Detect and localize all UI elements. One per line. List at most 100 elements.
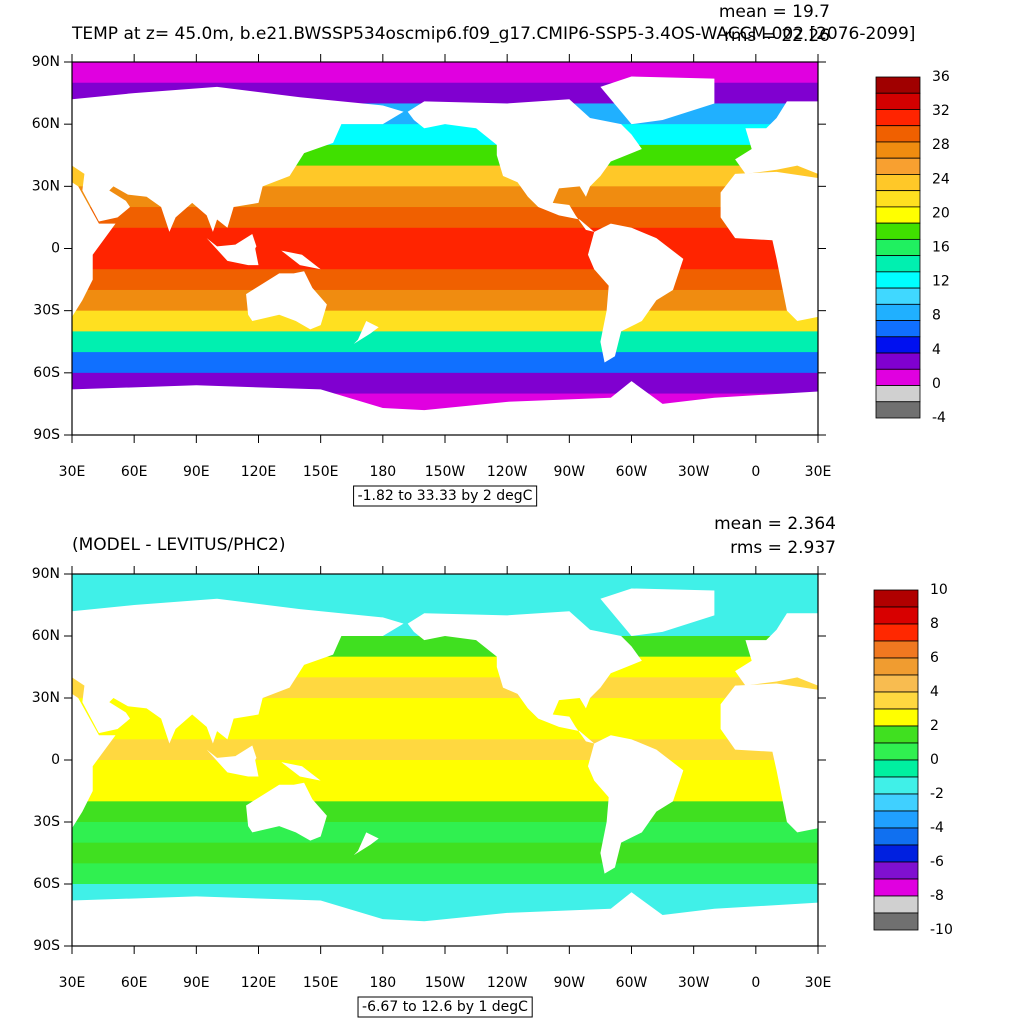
colorbar-box — [873, 691, 919, 710]
colorbar-label: 6 — [930, 650, 939, 666]
land — [235, 745, 257, 769]
contour-info: -1.82 to 33.33 by 2 degC — [358, 488, 533, 504]
colorbar-label: 32 — [932, 103, 950, 119]
field-band — [72, 760, 818, 782]
lon-tick-label: 90E — [183, 464, 210, 480]
land — [720, 171, 818, 322]
colorbar-box — [875, 141, 921, 159]
lon-tick-label: 0 — [751, 464, 760, 480]
colorbar-label: -4 — [930, 820, 944, 836]
colorbar-box — [873, 912, 919, 931]
field-band — [72, 718, 818, 740]
lat-tick-label: 90S — [33, 938, 60, 954]
colorbar-box — [873, 793, 919, 812]
colorbar-box — [873, 674, 919, 693]
colorbar-box — [875, 92, 921, 110]
field-band — [72, 780, 818, 802]
lon-tick-label: 90W — [553, 975, 585, 991]
colorbar-box — [873, 861, 919, 880]
colorbar-label: 2 — [930, 718, 939, 734]
colorbar-label: 16 — [932, 240, 950, 256]
land — [246, 271, 327, 330]
land — [72, 381, 818, 435]
colorbar-label: 4 — [932, 342, 941, 358]
colorbar-label: 0 — [932, 376, 941, 392]
field-band — [72, 269, 818, 291]
lat-tick-label: 30S — [33, 814, 60, 830]
lat-tick-label: 30N — [32, 178, 60, 194]
colorbar-box — [875, 222, 921, 240]
land — [600, 588, 715, 636]
land — [407, 99, 642, 232]
lon-tick-label: 120W — [487, 464, 528, 480]
colorbar-label: 12 — [932, 274, 950, 290]
land — [735, 101, 818, 174]
colorbar-box — [873, 589, 919, 608]
field-band — [72, 352, 818, 374]
lon-tick-label: 150W — [425, 975, 466, 991]
field-band — [72, 863, 818, 885]
colorbar-box — [873, 844, 919, 863]
colorbar-label: 4 — [930, 684, 939, 700]
lon-tick-label: 60E — [121, 975, 148, 991]
lat-tick-label: 0 — [51, 752, 60, 768]
rms-stat: rms = 2.937 — [730, 538, 836, 558]
land — [72, 598, 404, 744]
land — [735, 613, 818, 686]
land — [281, 762, 321, 781]
lon-tick-label: 180 — [369, 975, 396, 991]
lat-tick-label: 30S — [33, 303, 60, 319]
lon-tick-label: 30E — [805, 464, 832, 480]
lat-tick-label: 60S — [33, 876, 60, 892]
land — [587, 735, 684, 874]
field-band — [72, 801, 818, 823]
land — [587, 223, 684, 363]
lon-tick-label: 150W — [425, 464, 466, 480]
lon-tick-label: 30E — [805, 975, 832, 991]
colorbar-label: 24 — [932, 171, 950, 187]
colorbar-box — [873, 606, 919, 625]
colorbar-label: 28 — [932, 137, 950, 153]
colorbar-box — [875, 401, 921, 419]
lon-tick-label: 60W — [616, 975, 648, 991]
colorbar-box — [875, 303, 921, 321]
colorbar-label: -2 — [930, 786, 944, 802]
colorbar-box — [875, 174, 921, 192]
colorbar-label: -6 — [930, 854, 944, 870]
field-band — [72, 739, 818, 761]
lon-tick-label: 90W — [553, 464, 585, 480]
land — [72, 182, 116, 317]
colorbar-box — [875, 385, 921, 403]
land — [353, 832, 379, 856]
lon-tick-label: 0 — [751, 975, 760, 991]
field-band — [72, 227, 818, 249]
land — [720, 683, 818, 833]
colorbar-box — [875, 157, 921, 175]
contour-info-box — [357, 996, 533, 1018]
lon-tick-label: 150E — [303, 975, 339, 991]
colorbar-box — [873, 759, 919, 778]
mean-stat: mean = 19.7 — [719, 2, 830, 22]
lon-tick-label: 30W — [678, 975, 710, 991]
land — [407, 611, 642, 744]
mean-stat: mean = 2.364 — [714, 514, 836, 534]
colorbar-label: 8 — [932, 308, 941, 324]
lon-tick-label: 120W — [487, 975, 528, 991]
map-field — [72, 574, 818, 947]
lon-tick-label: 30W — [678, 464, 710, 480]
colorbar-box — [875, 271, 921, 289]
colorbar-box — [875, 352, 921, 370]
land — [353, 321, 379, 344]
land — [246, 782, 327, 841]
lat-tick-label: 90N — [32, 566, 60, 582]
land — [72, 86, 404, 232]
land — [600, 76, 715, 125]
colorbar-box — [875, 368, 921, 386]
land — [72, 693, 116, 829]
lat-tick-label: 60N — [32, 628, 60, 644]
field-band — [72, 842, 818, 864]
colorbar-box — [873, 776, 919, 795]
lon-tick-label: 60W — [616, 464, 648, 480]
lon-tick-label: 30E — [59, 975, 86, 991]
